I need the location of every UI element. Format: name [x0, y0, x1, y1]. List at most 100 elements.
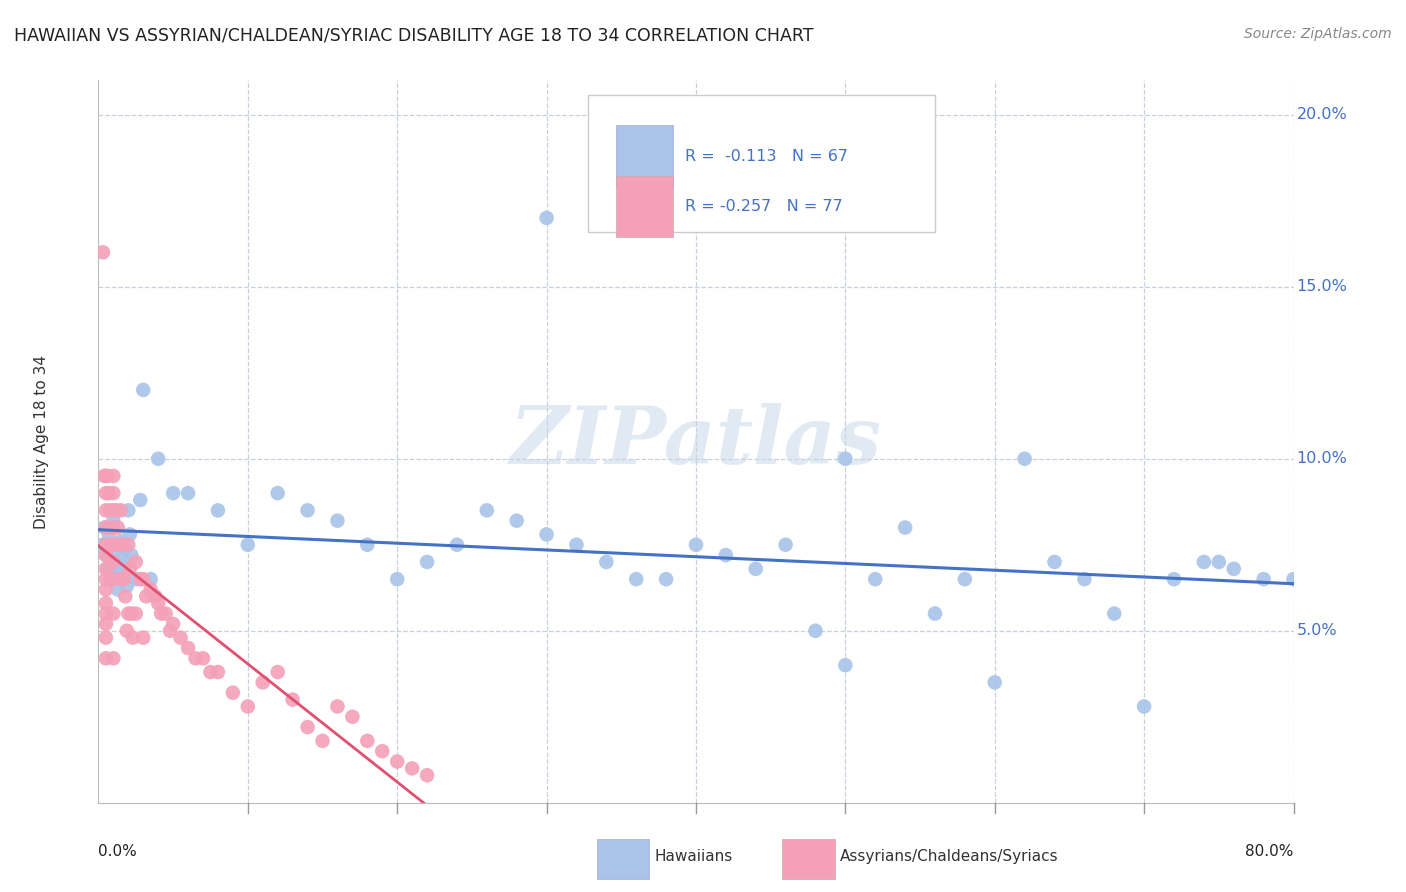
- Point: [101, 538, 124, 552]
- Point: [834, 658, 856, 673]
- Point: [91, 538, 114, 552]
- Point: [96, 469, 118, 483]
- Point: [1104, 607, 1126, 621]
- Point: [1282, 572, 1305, 586]
- Point: [121, 631, 143, 645]
- Point: [595, 555, 617, 569]
- Point: [98, 572, 122, 586]
- Point: [1014, 451, 1036, 466]
- Point: [342, 710, 364, 724]
- Text: ZIPatlas: ZIPatlas: [510, 403, 882, 480]
- Point: [1163, 572, 1185, 586]
- Point: [118, 562, 141, 576]
- Point: [745, 562, 768, 576]
- Point: [111, 538, 134, 552]
- Point: [103, 607, 125, 621]
- Point: [135, 590, 157, 604]
- Text: 80.0%: 80.0%: [1246, 844, 1294, 859]
- Point: [984, 675, 1007, 690]
- Point: [506, 514, 529, 528]
- Point: [108, 538, 131, 552]
- Point: [103, 514, 125, 528]
- Point: [110, 534, 132, 549]
- Point: [297, 720, 319, 734]
- Point: [125, 572, 148, 586]
- Point: [98, 520, 122, 534]
- Point: [118, 527, 141, 541]
- Point: [103, 469, 125, 483]
- Point: [125, 607, 148, 621]
- Point: [1073, 572, 1095, 586]
- Point: [129, 572, 152, 586]
- Point: [155, 607, 177, 621]
- Point: [93, 520, 115, 534]
- Text: 0.0%: 0.0%: [98, 844, 138, 859]
- Point: [385, 572, 409, 586]
- Point: [94, 520, 117, 534]
- Point: [103, 538, 125, 552]
- Point: [236, 538, 259, 552]
- Point: [565, 538, 588, 552]
- Point: [143, 590, 166, 604]
- Point: [111, 551, 134, 566]
- Point: [385, 755, 409, 769]
- Point: [401, 761, 423, 775]
- Point: [103, 486, 125, 500]
- Point: [356, 734, 378, 748]
- Point: [105, 503, 128, 517]
- Point: [804, 624, 827, 638]
- Point: [107, 582, 129, 597]
- Point: [97, 527, 120, 541]
- Point: [93, 469, 115, 483]
- Point: [326, 699, 349, 714]
- Point: [356, 538, 378, 552]
- Point: [267, 486, 290, 500]
- Point: [125, 555, 148, 569]
- Text: R = -0.257   N = 77: R = -0.257 N = 77: [685, 199, 844, 214]
- Point: [103, 651, 125, 665]
- Point: [110, 503, 132, 517]
- Point: [104, 544, 127, 558]
- Point: [139, 582, 162, 597]
- Point: [91, 245, 114, 260]
- Point: [159, 624, 181, 638]
- Point: [115, 624, 138, 638]
- Point: [101, 555, 124, 569]
- Point: [139, 572, 162, 586]
- Point: [96, 562, 118, 576]
- Point: [475, 503, 498, 517]
- Point: [117, 607, 139, 621]
- Point: [150, 607, 173, 621]
- Point: [775, 538, 797, 552]
- Point: [117, 538, 139, 552]
- Point: [94, 616, 117, 631]
- Point: [446, 538, 468, 552]
- Point: [207, 665, 229, 679]
- Text: 5.0%: 5.0%: [1296, 624, 1337, 639]
- Point: [148, 451, 170, 466]
- Text: HAWAIIAN VS ASSYRIAN/CHALDEAN/SYRIAC DISABILITY AGE 18 TO 34 CORRELATION CHART: HAWAIIAN VS ASSYRIAN/CHALDEAN/SYRIAC DIS…: [14, 27, 814, 45]
- Point: [281, 692, 304, 706]
- Point: [94, 538, 117, 552]
- Text: 20.0%: 20.0%: [1296, 107, 1347, 122]
- Point: [94, 503, 117, 517]
- Point: [107, 520, 129, 534]
- Point: [94, 562, 117, 576]
- Point: [1208, 555, 1230, 569]
- Point: [120, 607, 142, 621]
- Point: [132, 572, 155, 586]
- Point: [311, 734, 333, 748]
- Point: [267, 665, 290, 679]
- Point: [865, 572, 887, 586]
- Point: [1253, 572, 1275, 586]
- Text: 15.0%: 15.0%: [1296, 279, 1347, 294]
- Point: [177, 640, 200, 655]
- Point: [169, 631, 191, 645]
- Point: [416, 555, 439, 569]
- Point: [132, 383, 155, 397]
- Point: [97, 486, 120, 500]
- Point: [120, 548, 142, 562]
- Point: [132, 631, 155, 645]
- Point: [129, 493, 152, 508]
- Point: [112, 562, 135, 576]
